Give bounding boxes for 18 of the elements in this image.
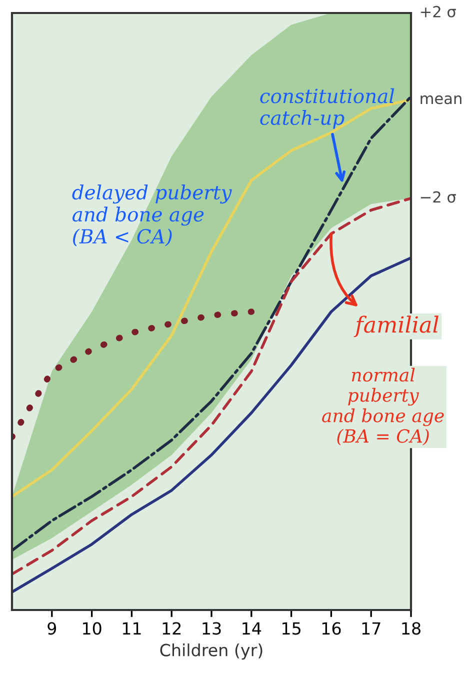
annotation: mean [420, 95, 462, 104]
x-tick-label: 9 [48, 622, 56, 635]
x-tick-label: 12 [162, 622, 181, 634]
x-tick-label: 16 [322, 622, 341, 635]
x-tick-label: 11 [122, 622, 141, 634]
x-tick-label: 18 [402, 622, 420, 635]
annotation: delayed puberty and bone age (BA < CA) [72, 184, 232, 246]
x-tick-label: 10 [83, 622, 102, 635]
x-tick-label: 13 [202, 622, 221, 635]
x-tick-label: 17 [362, 622, 380, 634]
annotation: normal puberty and bone age (BA = CA) [322, 368, 444, 446]
annotation: −2 σ [420, 191, 456, 203]
annotation: constitutional catch-up [260, 88, 394, 129]
annotation: +2 σ [420, 6, 456, 18]
x-axis-title: Children (yr) [160, 643, 262, 660]
x-tick-label: 14 [242, 622, 262, 634]
x-tick-label: 15 [282, 622, 300, 635]
annotation: familial [354, 316, 438, 338]
